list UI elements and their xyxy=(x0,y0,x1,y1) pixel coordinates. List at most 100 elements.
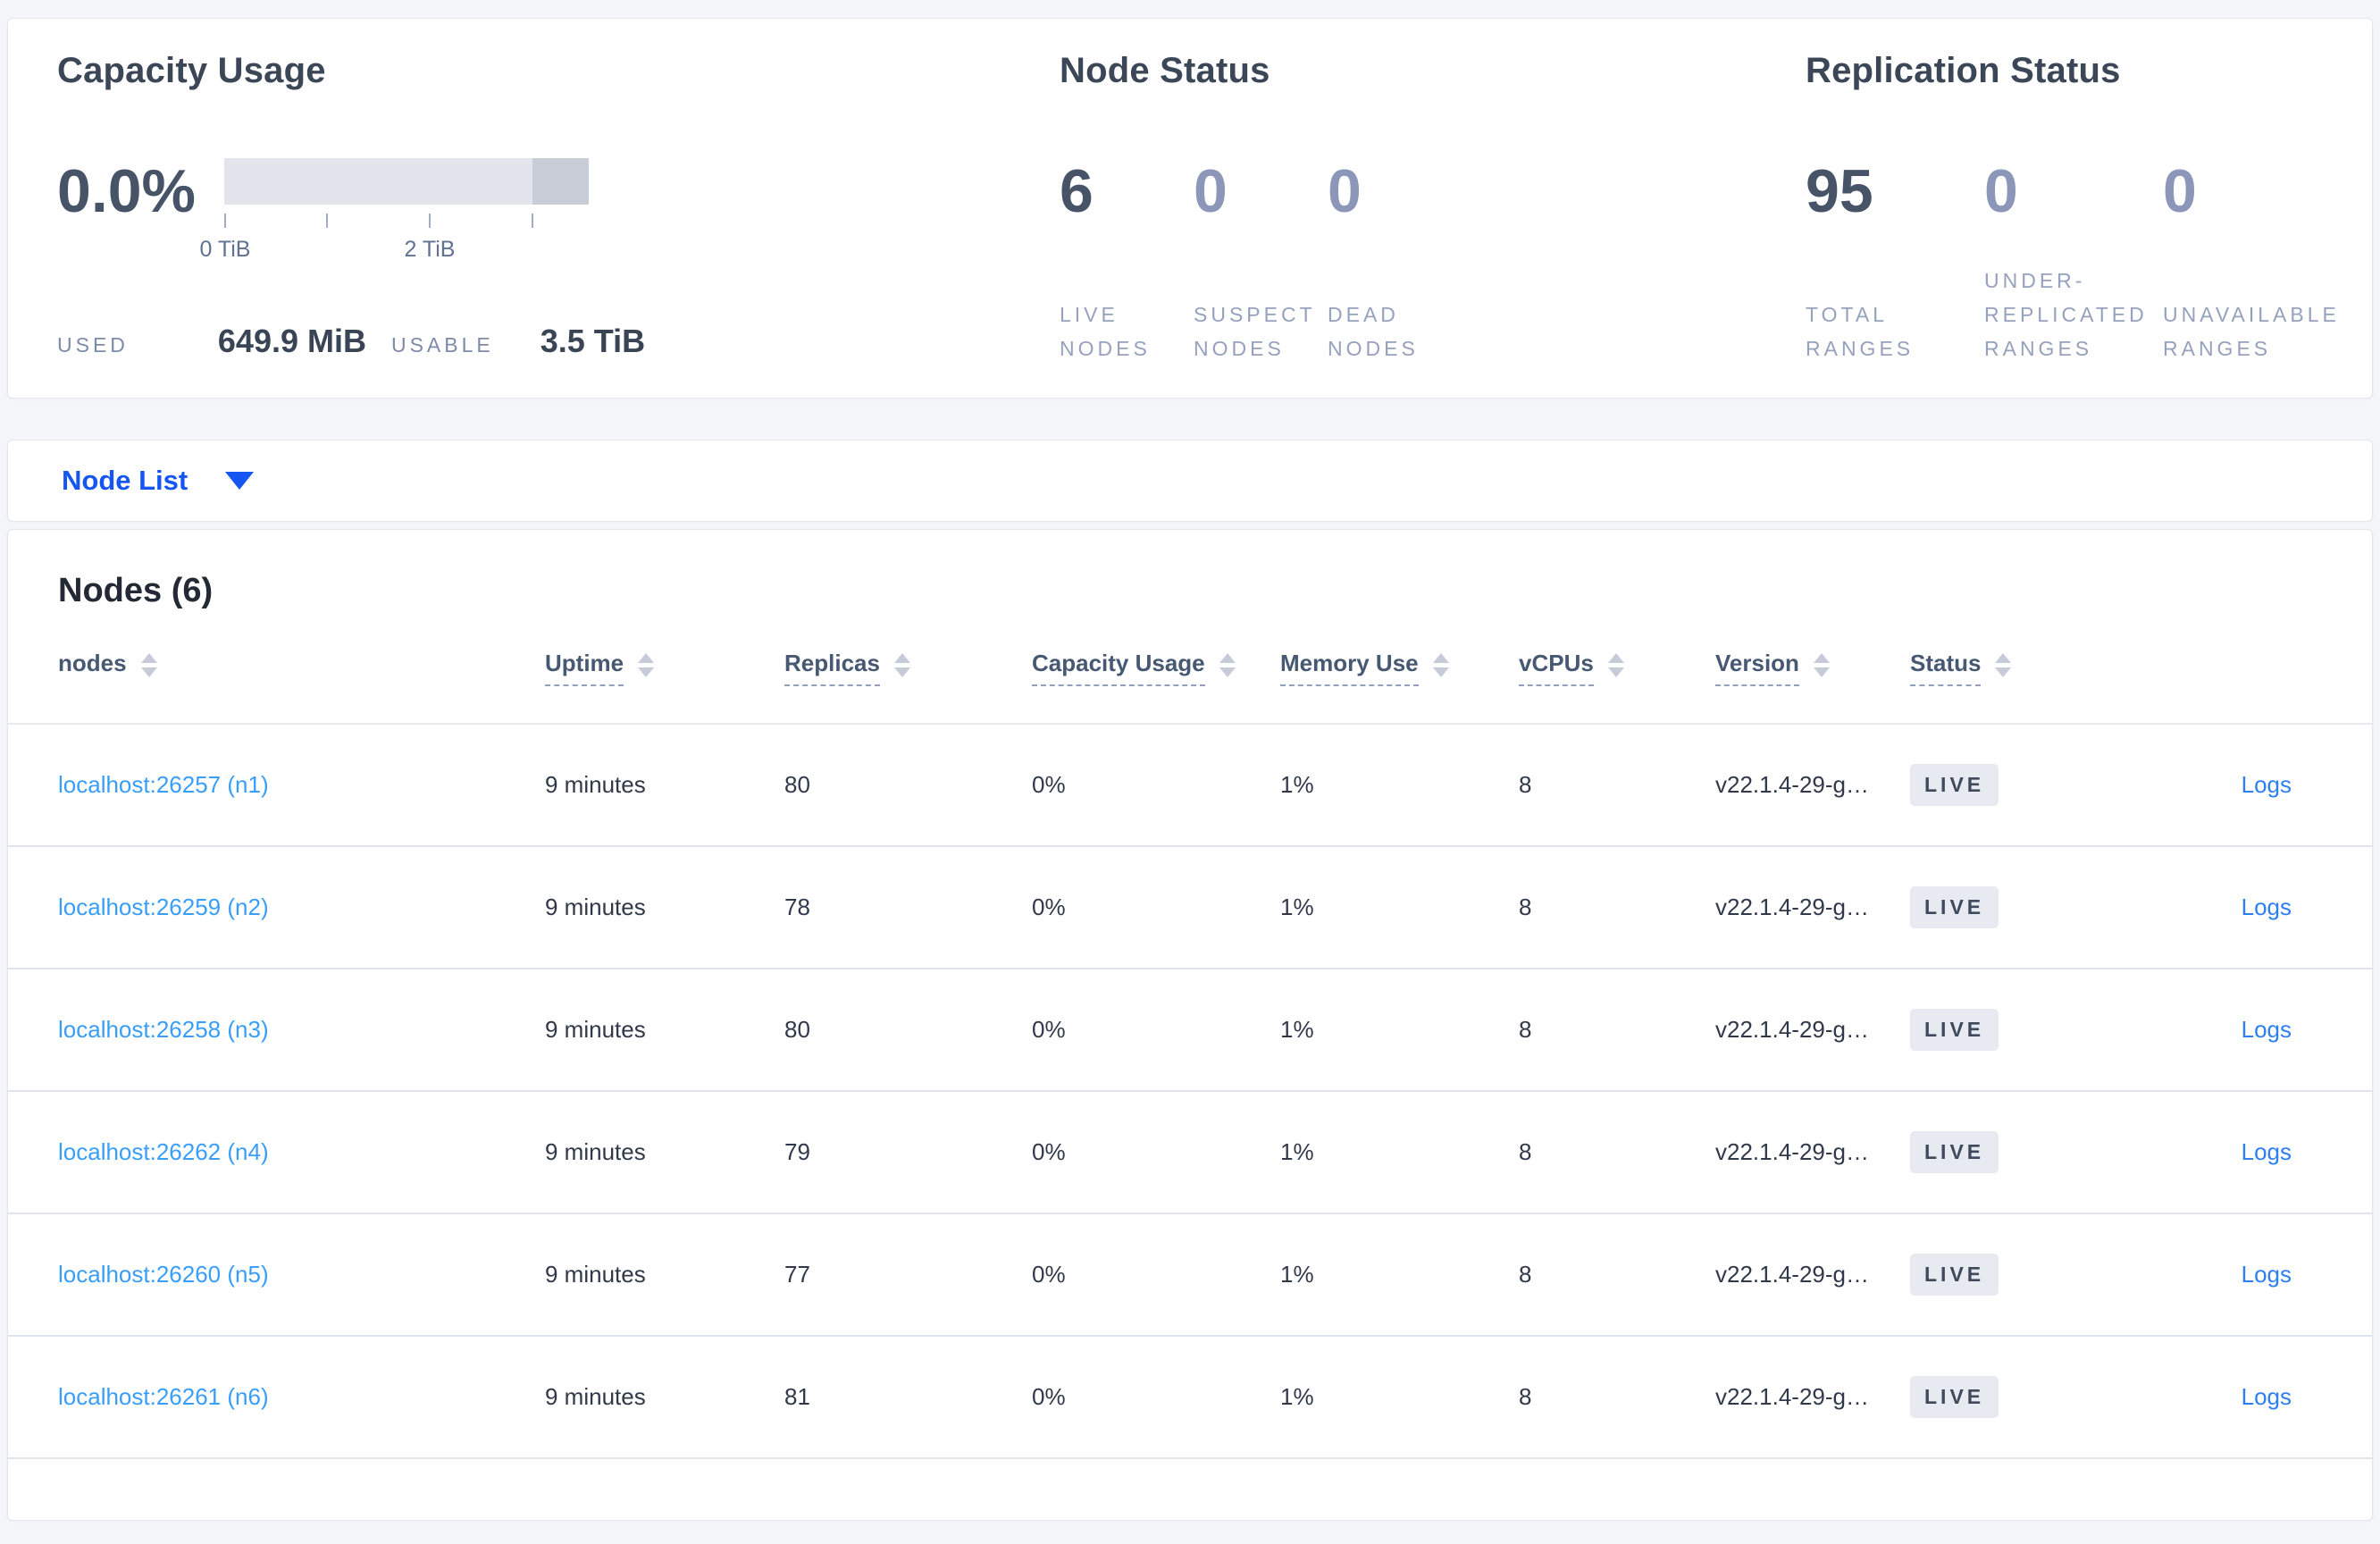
unavailable-ranges-count: 0 xyxy=(2163,157,2197,225)
capacity-tick-label: 2 TiB xyxy=(404,237,456,262)
version-cell: v22.1.4-29-g… xyxy=(1715,1261,1869,1288)
memory-cell: 1% xyxy=(1280,1383,1314,1410)
capacity-tick xyxy=(224,214,226,228)
column-header-replicas[interactable]: Replicas xyxy=(784,650,1032,686)
node-link[interactable]: localhost:26261 (n6) xyxy=(58,1383,269,1410)
node-status-title: Node Status xyxy=(1060,51,1270,90)
logs-link[interactable]: Logs xyxy=(2241,771,2292,798)
logs-link[interactable]: Logs xyxy=(2241,894,2292,920)
memory-cell: 1% xyxy=(1280,771,1314,798)
sort-icon[interactable] xyxy=(1995,652,2012,677)
table-row: localhost:26259 (n2) 9 minutes 78 0% 1% … xyxy=(8,847,2372,969)
replication-status-section: Replication Status 95 0 0 TOTAL RANGES U… xyxy=(1806,19,2377,398)
column-header-uptime[interactable]: Uptime xyxy=(545,650,784,686)
node-list-dropdown-label[interactable]: Node List xyxy=(62,465,189,496)
replicas-cell: 77 xyxy=(784,1261,810,1288)
vcpus-cell: 8 xyxy=(1519,894,1532,920)
table-header-row: nodes Uptime Replicas Capacity Usage Mem… xyxy=(8,612,2372,725)
uptime-cell: 9 minutes xyxy=(545,894,646,920)
logs-link[interactable]: Logs xyxy=(2241,1138,2292,1165)
dead-nodes-label: DEAD NODES xyxy=(1328,303,1419,360)
node-link[interactable]: localhost:26258 (n3) xyxy=(58,1016,269,1043)
sort-icon[interactable] xyxy=(893,652,910,677)
vcpus-cell: 8 xyxy=(1519,1261,1532,1288)
column-header-capacity-usage[interactable]: Capacity Usage xyxy=(1032,650,1280,686)
capacity-cell: 0% xyxy=(1032,894,1066,920)
status-badge: LIVE xyxy=(1910,764,1999,806)
nodes-table-title: Nodes (6) xyxy=(58,572,214,609)
uptime-cell: 9 minutes xyxy=(545,1261,646,1288)
column-header-version[interactable]: Version xyxy=(1715,650,1910,686)
capacity-tick-label: 0 TiB xyxy=(199,237,251,262)
column-header-memory-use[interactable]: Memory Use xyxy=(1280,650,1519,686)
capacity-gauge: 0 TiB 2 TiB xyxy=(200,158,599,262)
logs-link[interactable]: Logs xyxy=(2241,1016,2292,1043)
sort-icon[interactable] xyxy=(1607,652,1624,677)
used-value: 649.9 MiB xyxy=(217,323,366,359)
version-cell: v22.1.4-29-g… xyxy=(1715,1383,1869,1410)
unavailable-ranges-label: UNAVAILABLE RANGES xyxy=(2163,303,2340,360)
uptime-cell: 9 minutes xyxy=(545,1383,646,1410)
version-cell: v22.1.4-29-g… xyxy=(1715,771,1869,798)
vcpus-cell: 8 xyxy=(1519,1016,1532,1043)
capacity-cell: 0% xyxy=(1032,771,1066,798)
node-list-dropdown[interactable]: Node List xyxy=(62,465,255,497)
under-replicated-ranges-label: UNDER- REPLICATED RANGES xyxy=(1984,269,2148,360)
status-badge: LIVE xyxy=(1910,1254,1999,1296)
status-badge: LIVE xyxy=(1910,1009,1999,1051)
replicas-cell: 79 xyxy=(784,1138,810,1165)
uptime-cell: 9 minutes xyxy=(545,1016,646,1043)
memory-cell: 1% xyxy=(1280,1138,1314,1165)
dead-nodes-count: 0 xyxy=(1328,157,1362,225)
chevron-down-icon[interactable] xyxy=(225,472,255,490)
column-header-nodes[interactable]: nodes xyxy=(58,650,545,686)
column-header-status[interactable]: Status xyxy=(1910,650,2116,686)
vcpus-cell: 8 xyxy=(1519,1138,1532,1165)
status-badge: LIVE xyxy=(1910,886,1999,928)
column-header-vcpus[interactable]: vCPUs xyxy=(1519,650,1715,686)
replicas-cell: 78 xyxy=(784,894,810,920)
node-link[interactable]: localhost:26257 (n1) xyxy=(58,771,269,798)
total-ranges-count: 95 xyxy=(1806,157,1873,225)
node-status-section: Node Status 6 0 0 LIVE NODES SUSPECT NOD… xyxy=(1060,19,1774,398)
capacity-tick xyxy=(532,214,533,228)
nodes-table-card: Nodes (6) nodes Uptime Replicas Capacity… xyxy=(7,529,2373,1521)
capacity-usage-section: Capacity Usage 0.0% 0 TiB 2 TiB USED xyxy=(57,19,1004,398)
capacity-tick xyxy=(429,214,431,228)
sort-icon[interactable] xyxy=(1219,652,1236,677)
node-link[interactable]: localhost:26259 (n2) xyxy=(58,894,269,920)
memory-cell: 1% xyxy=(1280,1016,1314,1043)
table-row: localhost:26262 (n4) 9 minutes 79 0% 1% … xyxy=(8,1092,2372,1214)
version-cell: v22.1.4-29-g… xyxy=(1715,1138,1869,1165)
table-row: localhost:26261 (n6) 9 minutes 81 0% 1% … xyxy=(8,1337,2372,1459)
sort-icon[interactable] xyxy=(638,652,655,677)
usable-label: USABLE xyxy=(390,333,494,357)
capacity-usage-title: Capacity Usage xyxy=(57,51,326,90)
used-label: USED xyxy=(57,333,129,357)
version-cell: v22.1.4-29-g… xyxy=(1715,894,1869,920)
memory-cell: 1% xyxy=(1280,894,1314,920)
uptime-cell: 9 minutes xyxy=(545,1138,646,1165)
node-link[interactable]: localhost:26260 (n5) xyxy=(58,1261,269,1288)
logs-link[interactable]: Logs xyxy=(2241,1261,2292,1288)
under-replicated-ranges-count: 0 xyxy=(1984,157,2018,225)
cluster-summary-card: Capacity Usage 0.0% 0 TiB 2 TiB USED xyxy=(7,18,2373,399)
table-row: localhost:26258 (n3) 9 minutes 80 0% 1% … xyxy=(8,969,2372,1092)
table-row: localhost:26257 (n1) 9 minutes 80 0% 1% … xyxy=(8,725,2372,847)
total-ranges-label: TOTAL RANGES xyxy=(1806,303,1915,360)
sort-icon[interactable] xyxy=(140,652,157,677)
live-nodes-count: 6 xyxy=(1060,157,1094,225)
sort-icon[interactable] xyxy=(1813,652,1830,677)
capacity-bar-dark-segment xyxy=(532,158,589,205)
view-selector-card: Node List xyxy=(7,440,2373,522)
capacity-cell: 0% xyxy=(1032,1138,1066,1165)
capacity-percent: 0.0% xyxy=(57,157,196,225)
table-row: localhost:26260 (n5) 9 minutes 77 0% 1% … xyxy=(8,1214,2372,1337)
logs-link[interactable]: Logs xyxy=(2241,1383,2292,1410)
sort-icon[interactable] xyxy=(1432,652,1449,677)
replication-status-title: Replication Status xyxy=(1806,51,2121,90)
node-link[interactable]: localhost:26262 (n4) xyxy=(58,1138,269,1165)
version-cell: v22.1.4-29-g… xyxy=(1715,1016,1869,1043)
replicas-cell: 81 xyxy=(784,1383,810,1410)
capacity-tick xyxy=(326,214,328,228)
